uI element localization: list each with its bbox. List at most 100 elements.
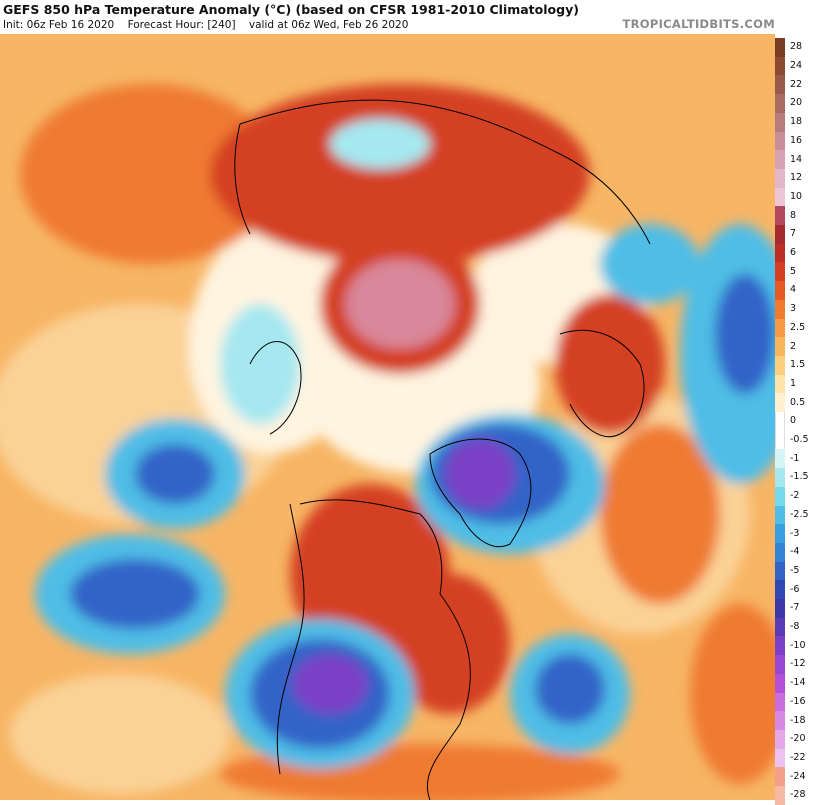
color-scale-swatch: [775, 56, 785, 76]
asia-cold-patch: [600, 224, 700, 304]
color-scale-swatch: [775, 617, 785, 637]
color-scale-swatch: [775, 393, 785, 413]
color-scale-swatch: [775, 243, 785, 263]
color-scale-label: 7: [790, 228, 797, 240]
color-scale-swatch: [775, 786, 785, 805]
color-scale-label: -10: [790, 639, 806, 651]
color-scale-label: 22: [790, 78, 803, 90]
color-scale-label: -2: [790, 490, 800, 502]
color-scale-label: -16: [790, 695, 806, 707]
color-scale-label: 2.5: [790, 321, 806, 333]
arctic-cold-light: [330, 119, 430, 169]
greenland-extreme: [445, 439, 515, 509]
eurasia-coast: [234, 99, 651, 245]
color-scale-swatch: [775, 374, 785, 394]
color-scale-label: 24: [790, 60, 803, 72]
color-scale-swatch: [775, 262, 785, 282]
color-scale-swatch: [775, 150, 785, 170]
color-scale-swatch: [775, 75, 785, 95]
east-edge-warm: [690, 604, 775, 784]
color-scale-swatch: [775, 655, 785, 675]
color-scale-swatch: [775, 486, 785, 506]
color-scale-label: 12: [790, 172, 803, 184]
color-scale-label: -6: [790, 583, 800, 595]
color-scale-swatch: [775, 542, 785, 563]
pacific-cold-core: [135, 444, 215, 504]
color-scale-label: 5: [790, 265, 797, 277]
color-scale-label: 20: [790, 97, 803, 109]
color-scale-swatch: [775, 318, 785, 338]
color-scale-label: -7: [790, 602, 800, 614]
init-time: Init: 06z Feb 16 2020: [3, 19, 115, 31]
rockies-extreme-cold: [292, 654, 368, 714]
color-scale-label: -20: [790, 733, 806, 745]
color-scale-swatch: [775, 299, 785, 319]
color-scale-swatch: [775, 505, 785, 525]
color-scale-label: -12: [790, 658, 806, 670]
color-scale-swatch: [775, 767, 785, 787]
color-scale-swatch: [775, 468, 785, 488]
color-scale-swatch: [775, 430, 785, 450]
color-scale-swatch: [775, 112, 785, 132]
color-scale-swatch: [775, 187, 785, 207]
color-scale-swatch: [775, 38, 785, 58]
europe-warm: [555, 294, 665, 434]
color-scale-label: 16: [790, 134, 803, 146]
color-scale-swatch: [775, 729, 785, 750]
color-scale-swatch: [775, 131, 785, 151]
color-scale-label: 6: [790, 247, 797, 259]
color-scale-label: 1: [790, 377, 797, 389]
site-brand[interactable]: TROPICALTIDBITS.COM: [622, 17, 775, 31]
color-scale-label: -3: [790, 527, 800, 539]
coastlines: [234, 99, 651, 800]
color-scale-swatch: [775, 580, 785, 600]
color-scale-swatch: [775, 337, 785, 357]
color-scale-label: 3: [790, 303, 797, 315]
north-atlantic-warm: [600, 424, 720, 604]
alaska-cold-light: [220, 304, 300, 424]
anomaly-fields: [0, 84, 775, 800]
color-scale-label: -2.5: [790, 508, 809, 520]
color-scale-label: 0.5: [790, 396, 806, 408]
color-scale-swatch: [775, 225, 785, 245]
color-scale-label: 8: [790, 209, 797, 221]
color-scale-label: -1: [790, 452, 800, 464]
color-scale-swatch: [775, 281, 785, 301]
color-scale-label: 28: [790, 41, 803, 53]
subtropical-pacific-core: [70, 559, 200, 629]
color-scale-label: 10: [790, 190, 803, 202]
color-scale-label: -1.5: [790, 471, 809, 483]
color-scale-label: -24: [790, 770, 806, 782]
forecast-hour: Forecast Hour: [240]: [127, 19, 236, 31]
south-pacific-light: [10, 674, 230, 794]
map-title: GEFS 850 hPa Temperature Anomaly (°C) (b…: [3, 2, 579, 17]
color-scale-label: 4: [790, 284, 797, 296]
eastern-us-warm: [390, 574, 510, 714]
color-scale-swatch: [775, 524, 785, 544]
greenland-coast: [429, 438, 532, 548]
color-scale-label: 0: [790, 415, 797, 427]
color-scale-swatch: [775, 748, 785, 768]
russia-extreme-warm: [345, 259, 455, 349]
color-scale-swatch: [775, 94, 785, 114]
color-scale-label: 2: [790, 340, 797, 352]
color-scale-label: 14: [790, 153, 803, 165]
map-subtitle: Init: 06z Feb 16 2020 Forecast Hour: [24…: [3, 19, 418, 31]
central-asia-core: [715, 274, 775, 394]
north-america-coast: [276, 499, 471, 800]
anomaly-map: [0, 34, 775, 800]
color-scale-label: 1.5: [790, 359, 806, 371]
color-scale-swatch: [775, 168, 785, 189]
color-scale-label: -18: [790, 714, 806, 726]
color-scale-label: -5: [790, 564, 800, 576]
alaska-coast: [249, 341, 302, 435]
color-scale-swatch: [775, 355, 785, 376]
color-scale-label: -14: [790, 677, 806, 689]
color-scale-swatch: [775, 561, 785, 581]
color-scale-swatch: [775, 599, 785, 619]
europe-coast: [559, 329, 645, 438]
color-scale-swatch: [775, 673, 785, 693]
color-scale-swatch: [775, 449, 785, 469]
color-scale-label: -28: [790, 789, 806, 801]
color-scale-label: -4: [790, 546, 800, 558]
